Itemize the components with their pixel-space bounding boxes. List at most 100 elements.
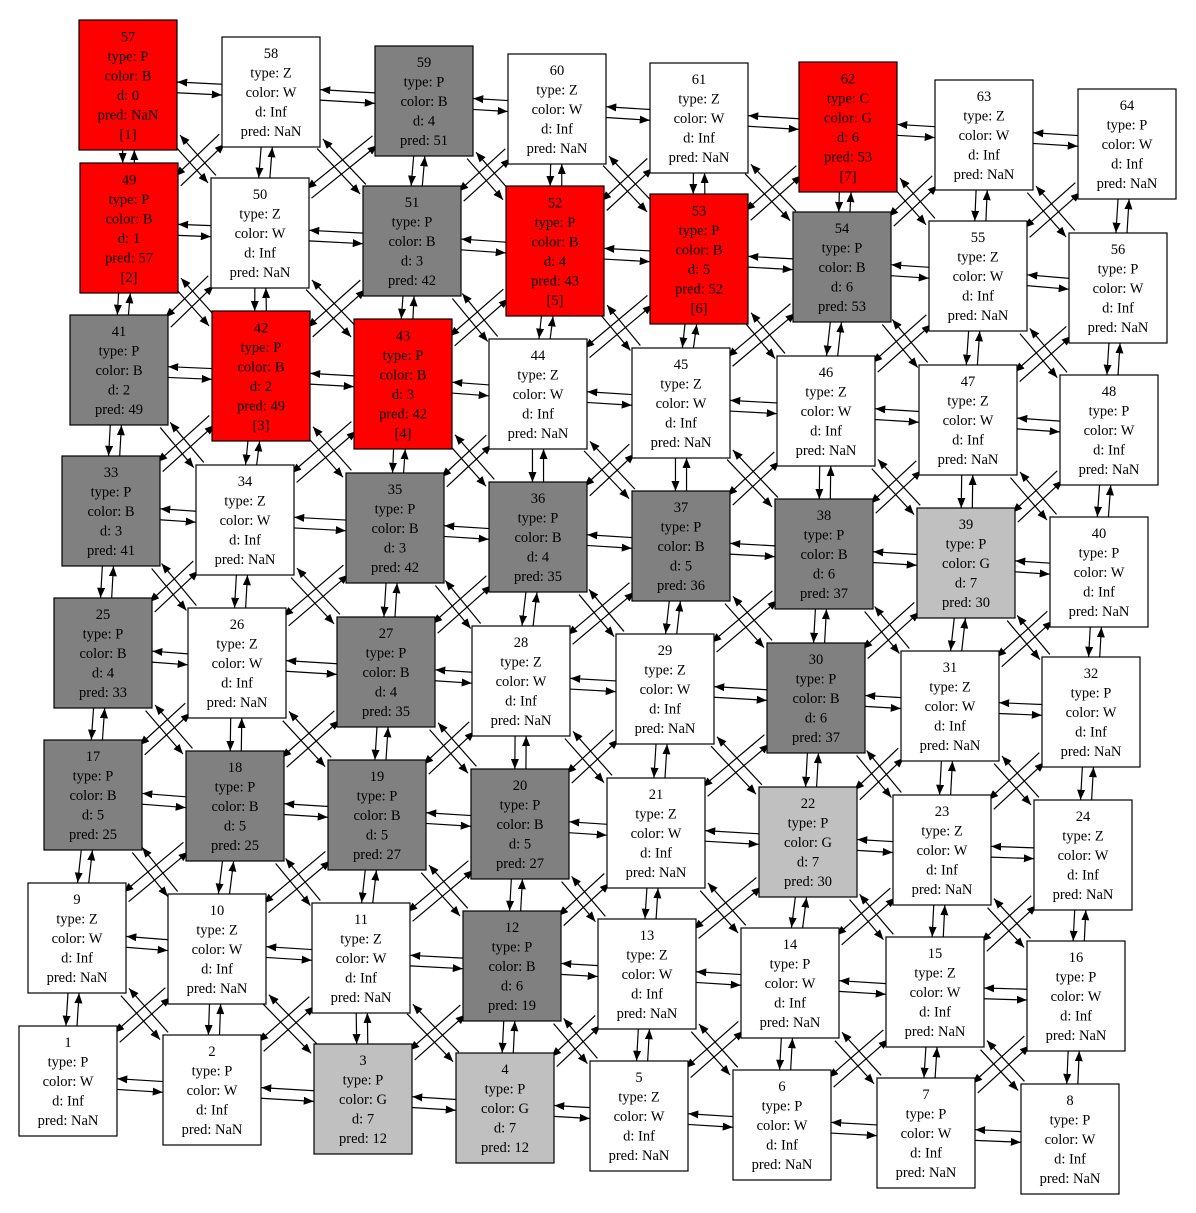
edge-arrow-48-to-40 [1094, 484, 1103, 517]
node-11: 11 type: Z color: W d: Inf pred: NaN [311, 902, 411, 1014]
edge-arrow-8-to-15 [986, 1040, 1025, 1082]
edge-arrow-53-to-60 [608, 155, 654, 203]
node-id-label: 24 [1076, 809, 1091, 825]
node-45: 45 type: Z color: W d: Inf pred: NaN [631, 347, 731, 459]
edge-arrow-19-to-10 [263, 850, 326, 904]
edge-arrow-17-to-25 [99, 708, 108, 741]
node-box-25 [53, 597, 153, 709]
edge-arrow-14-to-15 [838, 989, 886, 998]
node-pred-label: pred: NaN [635, 721, 696, 737]
edge-arrow-38-to-45 [732, 449, 779, 498]
node-box-16 [1026, 940, 1126, 1052]
node-64: 64 type: P color: W d: Inf pred: NaN [1077, 88, 1177, 200]
node-type-label: type: P [535, 215, 576, 231]
edge-arrow-63-to-55 [971, 189, 980, 221]
node-order-label: [3] [253, 418, 270, 434]
edge-arrow-6-to-13 [698, 1023, 739, 1068]
edge-arrow-9-to-17 [87, 850, 96, 884]
node-type-label: type: P [485, 1082, 526, 1098]
node-pred-label: pred: NaN [1097, 176, 1158, 192]
edge-arrow-4-to-13 [556, 1024, 602, 1067]
edge-arrow-40-to-39 [1015, 557, 1051, 566]
node-61: 61 type: Z color: W d: Inf pred: NaN [649, 62, 749, 174]
edge-arrow-4-to-3 [412, 1093, 457, 1102]
edge-arrow-55-to-54 [891, 261, 930, 270]
edge-arrow-37-to-30 [724, 603, 765, 649]
node-type-label: type: P [366, 646, 407, 662]
edge-arrow-42-to-51 [312, 289, 367, 338]
node-box-34 [195, 464, 295, 576]
node-id-label: 17 [86, 749, 101, 765]
node-id-label: 20 [513, 778, 528, 794]
edge-arrow-10-to-11 [265, 955, 312, 964]
edge-arrow-47-to-40 [1010, 477, 1048, 521]
node-id-label: 53 [692, 203, 707, 219]
node-color-label: color: B [657, 539, 704, 555]
edge-arrow-10-to-2 [204, 1003, 213, 1035]
edge-arrow-23-to-14 [835, 887, 891, 936]
node-distance-label: d: 4 [527, 550, 550, 566]
node-color-label: color: W [220, 513, 271, 529]
node-distance-label: d: 3 [401, 254, 423, 270]
node-color-label: color: B [379, 367, 426, 383]
node-id-label: 31 [943, 660, 958, 676]
edge-arrow-45-to-53 [691, 324, 700, 349]
edge-arrow-9-to-1 [62, 992, 71, 1026]
node-distance-label: d: 5 [670, 559, 692, 575]
node-box-48 [1059, 374, 1159, 486]
node-color-label: color: G [339, 1092, 387, 1108]
edge-arrow-5-to-12 [563, 1018, 598, 1059]
edge-arrow-63-to-54 [887, 175, 933, 218]
node-box-18 [185, 750, 285, 862]
node-type-label: type: P [392, 215, 433, 231]
node-distance-label: d: Inf [631, 987, 663, 1003]
edge-arrow-59-to-60 [472, 106, 508, 115]
edge-arrow-1-to-10 [119, 996, 172, 1043]
node-distance-label: d: 2 [108, 383, 130, 399]
node-pred-label: pred: NaN [954, 167, 1015, 183]
node-id-label: 22 [801, 796, 816, 812]
node-id-label: 52 [548, 195, 563, 211]
node-color-label: color: W [212, 656, 263, 672]
node-30: 30 type: P color: B d: 6 pred: 37 [766, 642, 866, 754]
edge-arrow-34-to-42 [254, 441, 263, 466]
edge-arrow-10-to-18 [228, 861, 237, 895]
edge-arrow-47-to-56 [1019, 335, 1073, 383]
edge-arrow-24-to-15 [980, 895, 1032, 943]
node-box-45 [631, 347, 731, 459]
node-type-label: type: P [215, 780, 256, 796]
node-type-label: type: P [1056, 970, 1097, 986]
node-pred-label: pred: 30 [942, 595, 990, 611]
edge-arrow-9-to-10 [125, 945, 168, 954]
edge-arrow-1-to-9 [74, 993, 83, 1027]
edge-arrow-23-to-15 [928, 904, 937, 937]
node-box-36 [488, 481, 588, 593]
edge-arrow-6-to-5 [688, 1110, 734, 1119]
node-color-label: color: B [488, 959, 535, 975]
node-box-37 [631, 490, 731, 602]
node-id-label: 63 [977, 89, 992, 105]
edge-arrow-52-to-45 [600, 314, 631, 351]
node-id-label: 57 [121, 29, 136, 45]
edge-arrow-23-to-32 [993, 761, 1046, 810]
edge-arrow-35-to-26 [283, 564, 344, 617]
edge-arrow-22-to-15 [849, 899, 884, 940]
edge-arrow-26-to-35 [288, 574, 349, 627]
node-pred-label: pred: NaN [905, 1024, 966, 1040]
node-type-label: type: P [788, 816, 829, 832]
edge-arrow-9-to-2 [120, 995, 161, 1041]
node-color-label: color: W [1093, 281, 1144, 297]
node-color-label: color: B [237, 359, 284, 375]
edge-arrow-5-to-13 [644, 1029, 653, 1062]
node-distance-label: d: 2 [250, 379, 272, 395]
edge-arrow-41-to-42 [167, 374, 212, 383]
edge-arrow-14-to-7 [834, 1040, 875, 1085]
node-id-label: 55 [971, 230, 986, 246]
node-id-label: 10 [210, 903, 225, 919]
node-id-label: 59 [417, 55, 432, 71]
edge-arrow-60-to-53 [602, 165, 648, 213]
node-box-52 [505, 185, 605, 317]
edge-arrow-20-to-12 [506, 878, 515, 911]
node-pred-label: pred: 35 [362, 704, 410, 720]
node-type-label: type: P [762, 1099, 803, 1115]
